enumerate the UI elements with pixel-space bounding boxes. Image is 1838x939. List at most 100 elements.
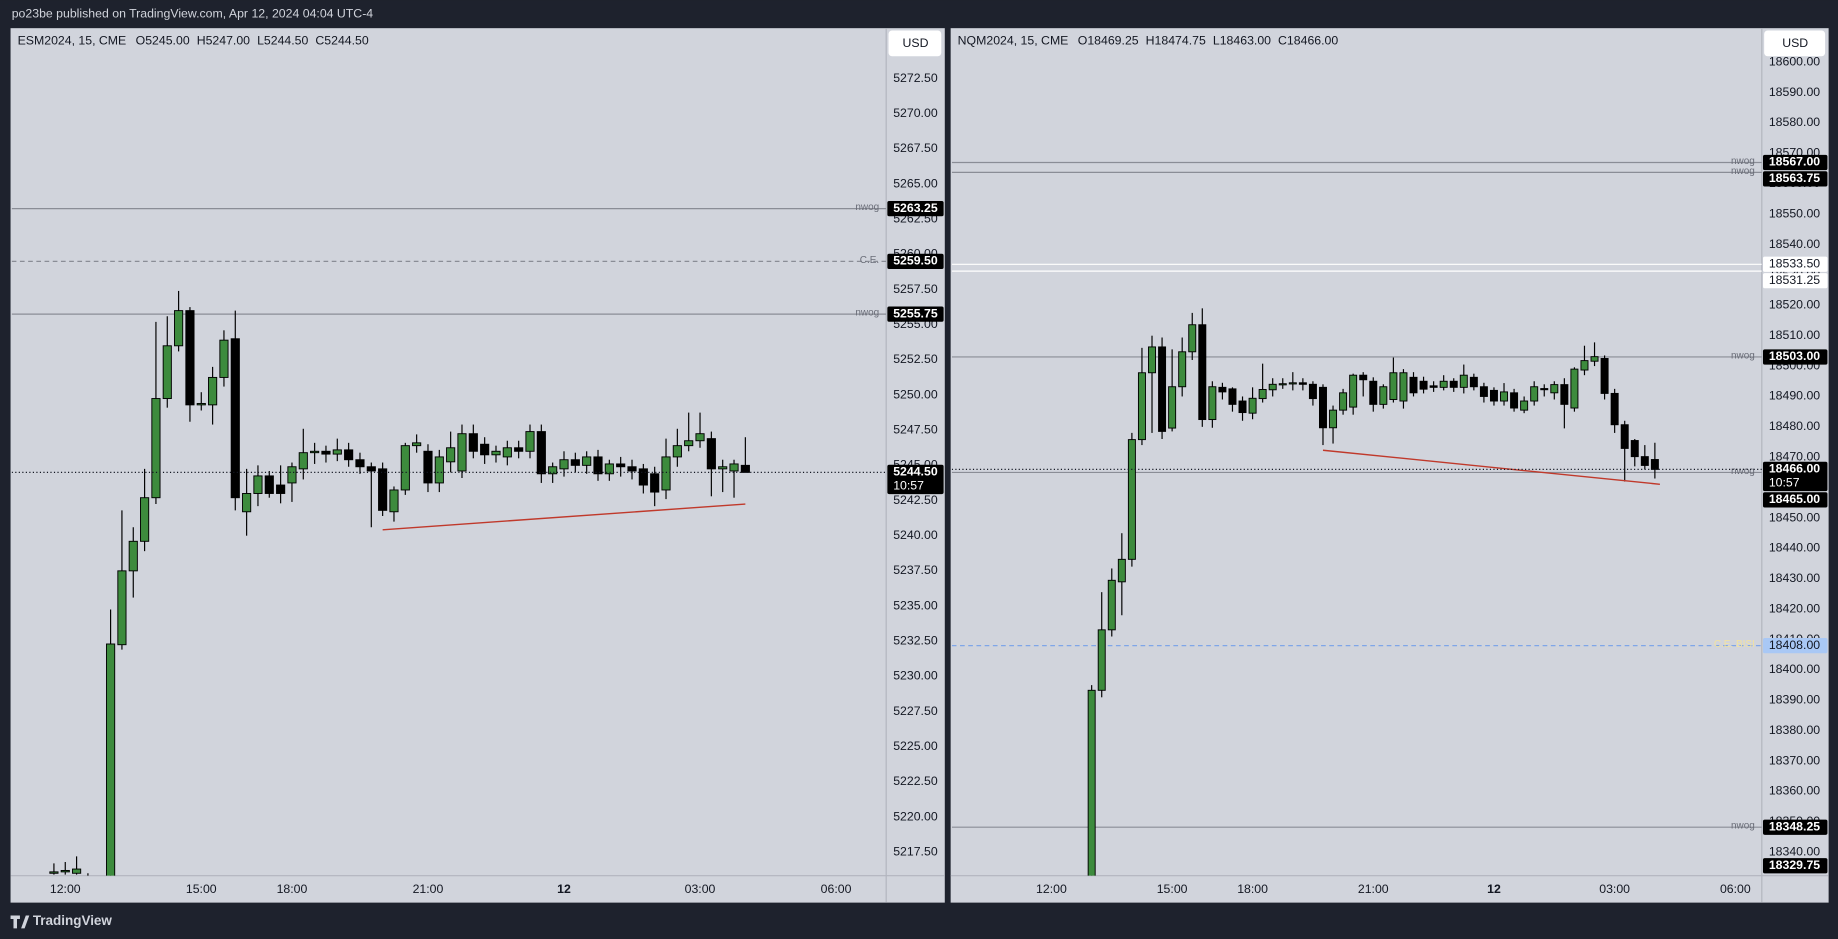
last-price-label: 5244.50 (893, 465, 938, 479)
currency-label[interactable]: USD (1782, 36, 1808, 50)
candle-body (1168, 386, 1177, 429)
x-tick-label: 12:00 (50, 882, 81, 896)
candle-body (1318, 386, 1327, 429)
y-tick-label: 18590.00 (1769, 85, 1820, 99)
pane-background (950, 28, 1829, 903)
y-tick-label: 5267.50 (893, 141, 938, 155)
candle-body (1419, 380, 1428, 390)
candle-body (718, 466, 728, 470)
bar-countdown: 10:57 (1769, 476, 1800, 490)
ohlc-value: C18466.00 (1278, 33, 1338, 47)
candle-body (1540, 388, 1549, 391)
level-price-box (1762, 638, 1828, 654)
candle-body (650, 473, 660, 493)
candle-body (1329, 409, 1338, 429)
level-price-label: 5263.25 (893, 201, 938, 215)
candle-body (1248, 397, 1257, 414)
ohlc-value: L18463.00 (1213, 33, 1271, 47)
y-tick-label: 18360.00 (1769, 784, 1820, 798)
candle-body (1479, 386, 1488, 397)
candle-body (1339, 392, 1348, 411)
x-tick-label: 03:00 (1599, 882, 1630, 896)
candle-body (1278, 383, 1287, 386)
last-price-box (887, 464, 944, 495)
x-tick-label: 12:00 (1036, 882, 1067, 896)
chart-pane: 5217.50 5220.00 5222.50 5225.00 5227.50 5230.… (10, 28, 945, 903)
bar-countdown: 10:57 (893, 479, 924, 493)
candle-body (1228, 388, 1237, 405)
y-tick-label: 5252.50 (893, 352, 938, 366)
candle-body (1137, 372, 1146, 441)
candle-body (1520, 400, 1529, 411)
level-price-box (1762, 171, 1828, 187)
candle-body (1148, 346, 1156, 374)
candle-body (491, 450, 501, 456)
candle-body (162, 345, 172, 400)
candle-body (151, 398, 161, 499)
level-name: nwog (1731, 821, 1755, 832)
y-tick-label: 18430.00 (1769, 571, 1820, 585)
trendline (382, 503, 746, 531)
y-tick-label: 5230.00 (893, 669, 938, 683)
symbol-title: NQM2024, 15, CME (958, 33, 1069, 47)
y-tick-label: 18340.00 (1769, 845, 1820, 859)
candle-body (1550, 384, 1559, 394)
candle-body (423, 450, 433, 484)
candle-body (604, 463, 614, 475)
level-price-label: 5259.50 (893, 254, 938, 268)
y-tick-label: 18380.00 (1769, 723, 1820, 737)
candle-body (695, 433, 705, 442)
candle-body (1379, 386, 1388, 405)
y-tick-label: 5232.50 (893, 633, 938, 647)
candle-body (1288, 382, 1297, 385)
y-tick-label: 18510.00 (1769, 328, 1820, 342)
candle-body (332, 449, 342, 455)
ohlc-value: O5245.00 (136, 33, 190, 47)
candle-body (253, 475, 263, 494)
candle-body (49, 871, 59, 874)
last-price-box (1762, 461, 1828, 492)
level-price-label: 18348.25 (1769, 819, 1820, 833)
level-price-label: 18533.50 (1769, 257, 1820, 271)
candle-body (672, 445, 682, 458)
candle-body (661, 456, 671, 491)
candle-body (389, 489, 399, 513)
y-tick-label: 5222.50 (893, 774, 938, 788)
currency-label[interactable]: USD (902, 36, 928, 50)
candle-body (559, 459, 569, 470)
candle-body (117, 570, 127, 646)
y-tick-label: 5227.50 (893, 704, 938, 718)
candle-body (616, 463, 626, 468)
candle-body (1429, 385, 1438, 388)
candle-body (1439, 380, 1448, 388)
currency-button[interactable] (888, 30, 942, 57)
x-tick-label: 06:00 (821, 882, 852, 896)
footer-brand[interactable]: TradingView (33, 913, 113, 928)
candle-body (219, 339, 229, 378)
candle-body (298, 452, 308, 470)
y-tick-label: 5235.00 (893, 598, 938, 612)
x-tick-label: 12 (1487, 882, 1501, 896)
candle-body (412, 442, 422, 447)
currency-button[interactable] (1764, 30, 1826, 57)
candle-body (1178, 351, 1187, 388)
candle-body (1097, 629, 1106, 691)
x-tick-label: 15:00 (1157, 882, 1188, 896)
candle-body (1650, 459, 1659, 470)
level-name: C.E. BISI (1714, 639, 1755, 650)
level-price-box (1762, 349, 1828, 365)
candle-body (740, 464, 750, 473)
y-tick-label: 18470.00 (1769, 449, 1820, 463)
trendline (1322, 449, 1660, 485)
candle-body (514, 447, 524, 452)
x-tick-label: 12 (557, 882, 571, 896)
candle-body (1610, 392, 1619, 426)
x-tick-label: 15:00 (186, 882, 217, 896)
candle-body (593, 456, 603, 475)
y-tick-label: 18450.00 (1769, 510, 1820, 524)
candle-body (1590, 356, 1599, 362)
candle-body (1489, 389, 1498, 402)
level-price-label: 18465.00 (1769, 492, 1820, 506)
